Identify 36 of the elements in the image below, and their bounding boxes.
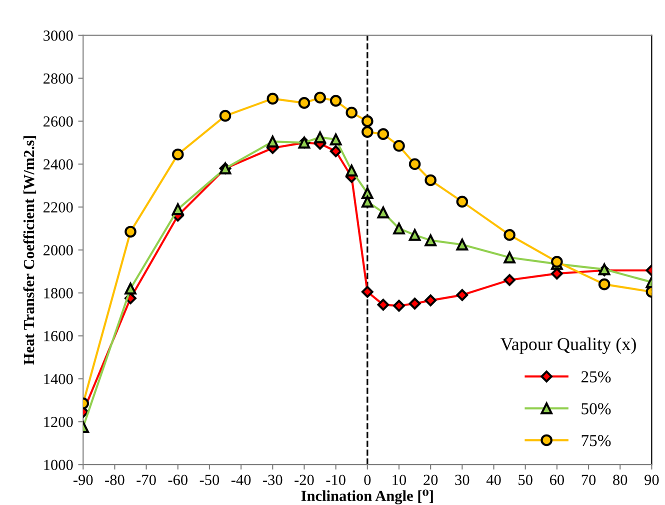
y-tick-label: 2600 [44,116,73,127]
y-tick-label: 1000 [44,460,73,470]
x-tick-label: 40 [486,474,501,486]
x-tick-label: -50 [200,474,220,486]
y-tick-label: 1600 [44,330,73,342]
x-tick-label: 20 [424,474,438,486]
y-tick-label: 2400 [44,159,73,170]
x-tick-label: 0 [364,474,371,486]
x-tick-label: -30 [263,474,282,486]
y-tick-label: 1200 [44,416,73,428]
y-tick-label: 2200 [44,202,73,212]
legend-label: 50% [582,403,611,414]
y-tick-label: 2000 [44,245,73,256]
legend-label: 25% [581,371,611,383]
x-tick-label: 70 [582,474,596,486]
y-tick-label: 1400 [44,374,73,384]
x-tick-label: 30 [455,474,470,486]
legend-label: 75% [582,434,611,446]
legend-title: Vapour Quality (x) [500,338,636,354]
x-tick-label: -90 [74,474,93,486]
x-tick-label: -60 [168,474,188,486]
x-tick-label: 50 [518,474,532,486]
y-tick-label: 2800 [44,73,73,84]
x-axis-title: Inclination Angle [⁰] [301,490,433,504]
y-axis-title: Heat Transfer Coefficient [W/m2.s] [23,136,36,365]
y-tick-label: 1800 [44,288,73,298]
x-tick-label: 90 [644,474,659,486]
x-tick-label: -70 [136,474,156,486]
y-tick-label: 3000 [44,30,73,41]
x-tick-label: -40 [231,474,251,486]
x-tick-label: -10 [326,474,346,486]
x-tick-label: -20 [294,474,314,486]
x-tick-label: -80 [105,474,124,486]
x-tick-label: 60 [550,474,564,486]
x-tick-label: 80 [613,474,628,486]
x-tick-label: 10 [392,474,406,486]
